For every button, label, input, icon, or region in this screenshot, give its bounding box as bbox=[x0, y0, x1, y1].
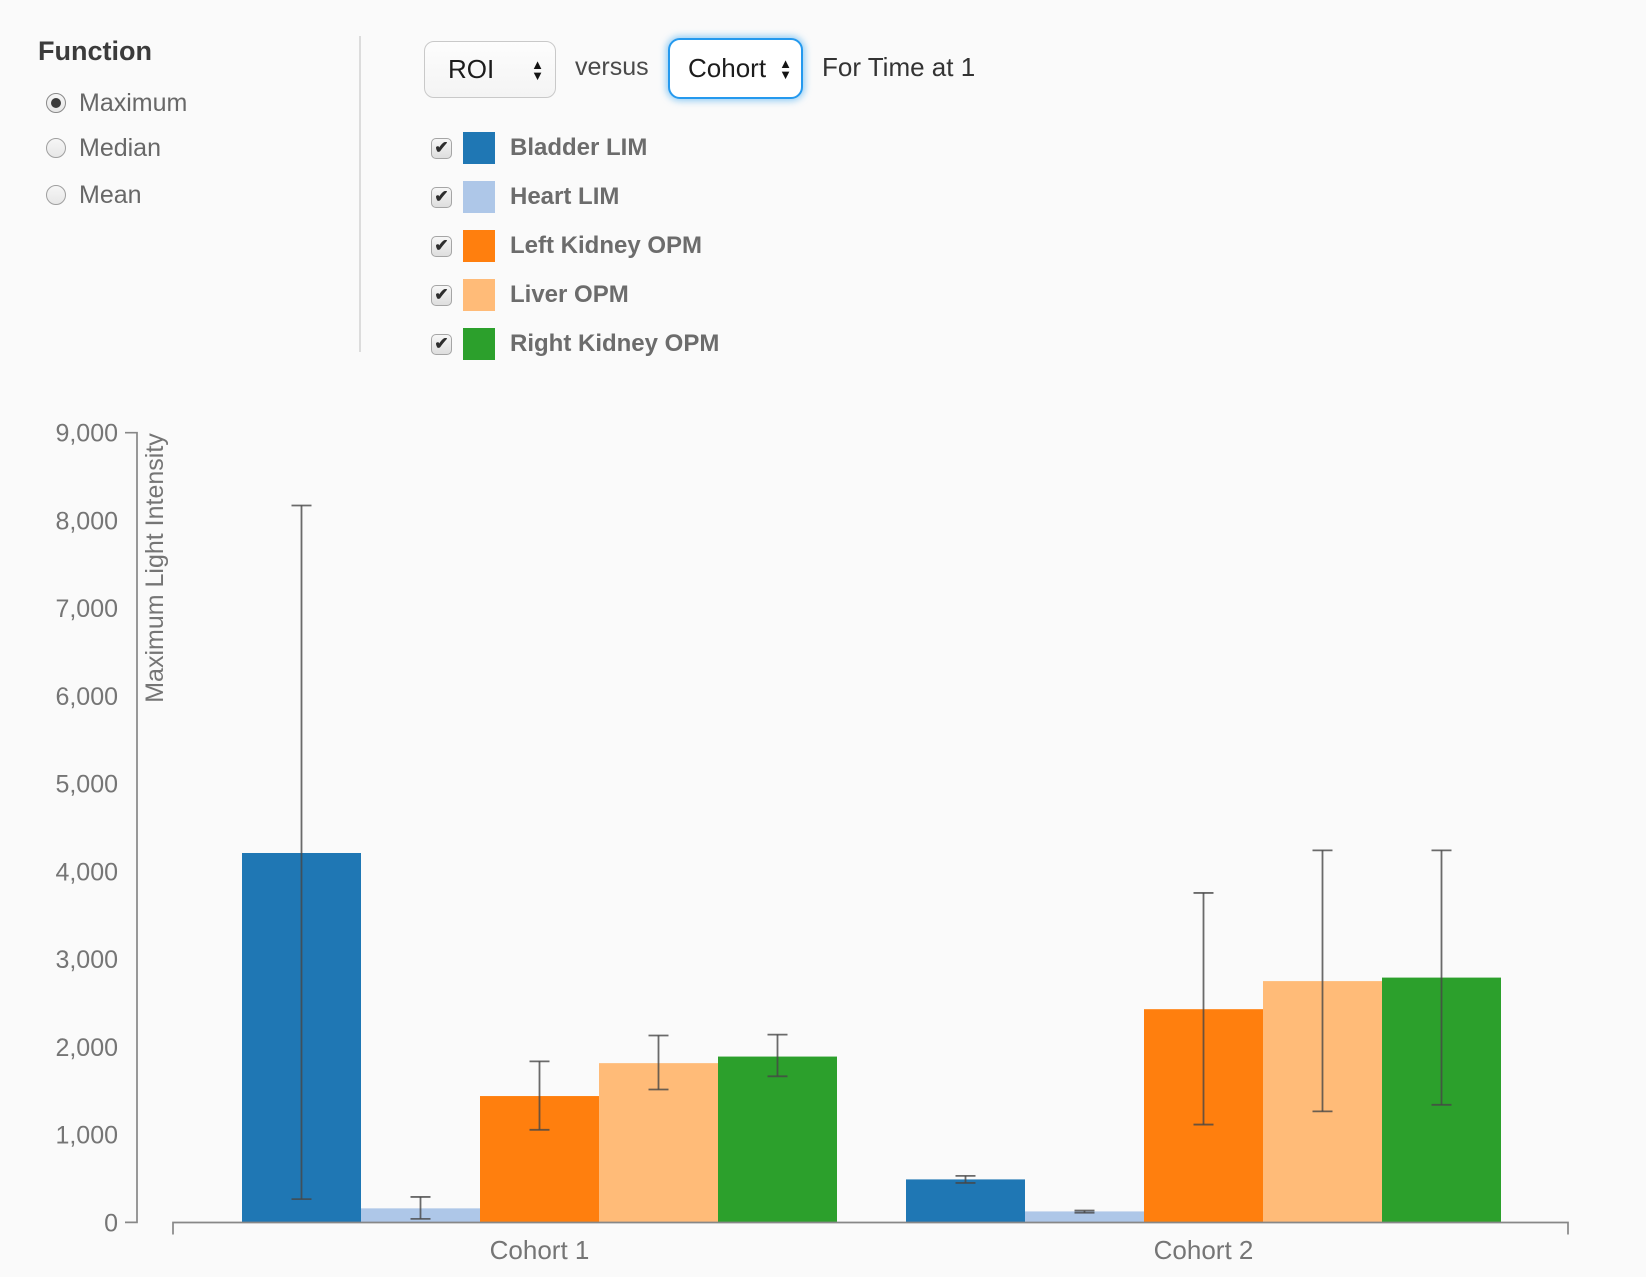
y-tick-label: 9,000 bbox=[55, 420, 118, 448]
legend-swatch bbox=[463, 328, 495, 360]
y-tick-label: 7,000 bbox=[55, 595, 118, 623]
legend-label: Liver OPM bbox=[510, 281, 629, 308]
check-icon: ✔ bbox=[434, 333, 449, 353]
radio-label: Maximum bbox=[79, 88, 188, 117]
radio-label: Mean bbox=[79, 180, 142, 209]
check-icon: ✔ bbox=[434, 137, 449, 157]
roi-select-value: ROI bbox=[448, 54, 495, 84]
legend-swatch bbox=[463, 230, 495, 262]
legend-row-left-kidney-opm: ✔ Left Kidney OPM bbox=[431, 230, 702, 262]
radio-button-icon[interactable] bbox=[46, 185, 66, 205]
legend-label: Left Kidney OPM bbox=[510, 232, 703, 259]
legend-label: Bladder LIM bbox=[510, 134, 648, 161]
check-icon: ✔ bbox=[434, 284, 449, 304]
radio-button-icon[interactable] bbox=[46, 93, 66, 113]
cohort-select[interactable]: Cohort ▲ ▼ bbox=[668, 38, 803, 99]
radio-label: Median bbox=[79, 133, 161, 162]
legend-checkbox[interactable]: ✔ bbox=[431, 284, 452, 306]
legend-label: Heart LIM bbox=[510, 183, 620, 210]
versus-label: versus bbox=[575, 53, 649, 81]
y-axis-label: Maximum Light Intensity bbox=[141, 433, 169, 703]
legend-swatch bbox=[463, 279, 495, 311]
y-tick-label: 2,000 bbox=[55, 1034, 118, 1062]
roi-select[interactable]: ROI ▲ ▼ bbox=[424, 41, 556, 98]
radio-dot-icon bbox=[51, 98, 61, 108]
radio-button-icon[interactable] bbox=[46, 138, 66, 158]
legend-checkbox[interactable]: ✔ bbox=[431, 186, 452, 208]
bar bbox=[1025, 1211, 1144, 1223]
function-panel-title: Function bbox=[38, 36, 152, 66]
legend-label: Right Kidney OPM bbox=[510, 330, 720, 357]
legend-row-right-kidney-opm: ✔ Right Kidney OPM bbox=[431, 328, 719, 360]
bar bbox=[718, 1056, 837, 1223]
legend-checkbox[interactable]: ✔ bbox=[431, 235, 452, 257]
check-icon: ✔ bbox=[434, 186, 449, 206]
y-tick-label: 3,000 bbox=[55, 946, 118, 974]
time-label: For Time at 1 bbox=[822, 52, 976, 82]
legend-row-liver-opm: ✔ Liver OPM bbox=[431, 279, 629, 311]
x-category-label: Cohort 1 bbox=[490, 1235, 590, 1265]
y-tick-label: 4,000 bbox=[55, 858, 118, 886]
select-spinner-icon: ▲ ▼ bbox=[531, 56, 544, 83]
legend-swatch bbox=[463, 181, 495, 213]
select-spinner-icon: ▲ ▼ bbox=[779, 55, 792, 82]
vertical-divider bbox=[359, 36, 361, 352]
y-tick-label: 5,000 bbox=[55, 771, 118, 799]
y-tick-label: 6,000 bbox=[55, 683, 118, 711]
x-category-label: Cohort 2 bbox=[1154, 1235, 1254, 1265]
radio-option-maximum[interactable]: Maximum bbox=[46, 88, 187, 118]
legend-row-bladder-lim: ✔ Bladder LIM bbox=[431, 132, 647, 164]
legend-swatch bbox=[463, 132, 495, 164]
legend-checkbox[interactable]: ✔ bbox=[431, 333, 452, 355]
y-tick-label: 8,000 bbox=[55, 507, 118, 535]
y-tick-label: 0 bbox=[104, 1209, 118, 1237]
radio-option-median[interactable]: Median bbox=[46, 133, 161, 163]
bar-chart: 0 1,000 2,000 3,000 4,000 5,000 6,000 7,000 8,00… bbox=[0, 380, 1646, 1272]
bar bbox=[906, 1179, 1025, 1223]
y-tick-label: 1,000 bbox=[55, 1122, 118, 1150]
cohort-select-value: Cohort bbox=[688, 53, 767, 83]
legend-checkbox[interactable]: ✔ bbox=[431, 137, 452, 159]
check-icon: ✔ bbox=[434, 235, 449, 255]
radio-option-mean[interactable]: Mean bbox=[46, 180, 142, 210]
y-axis bbox=[125, 431, 138, 1224]
x-axis bbox=[172, 1221, 1569, 1235]
legend-row-heart-lim: ✔ Heart LIM bbox=[431, 181, 619, 213]
